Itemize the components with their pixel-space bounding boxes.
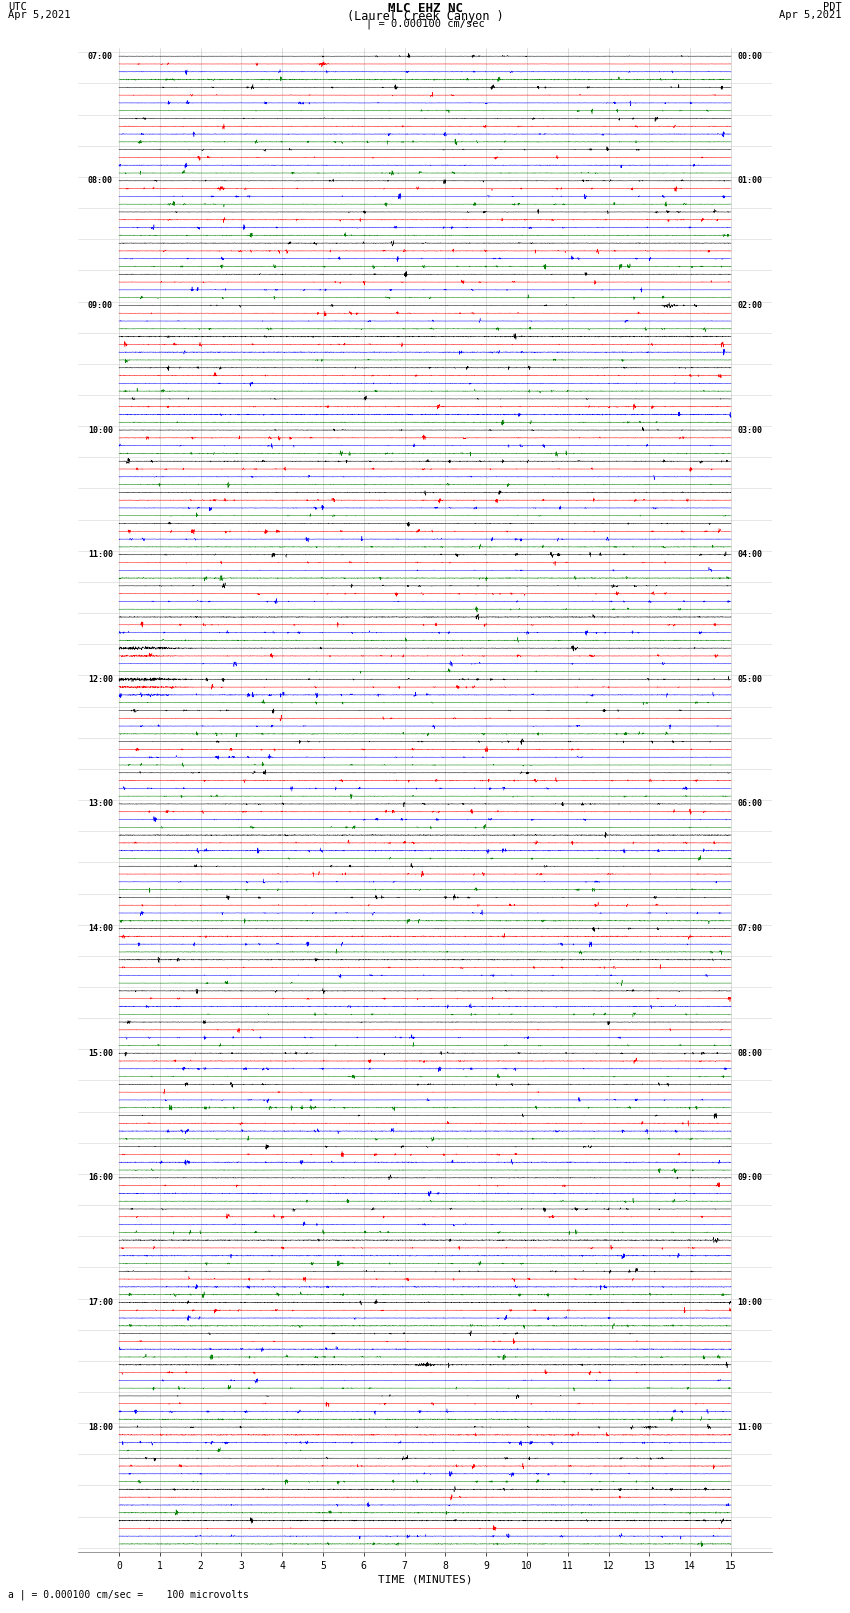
Text: 06:00: 06:00 — [737, 800, 762, 808]
Text: 03:00: 03:00 — [737, 426, 762, 434]
Text: 16:00: 16:00 — [88, 1173, 113, 1182]
Text: PDT: PDT — [823, 2, 842, 11]
Text: 14:00: 14:00 — [88, 924, 113, 932]
Text: 11:00: 11:00 — [88, 550, 113, 560]
Text: (Laurel Creek Canyon ): (Laurel Creek Canyon ) — [347, 11, 503, 24]
Text: 09:00: 09:00 — [737, 1173, 762, 1182]
Text: 12:00: 12:00 — [88, 674, 113, 684]
Text: 00:00: 00:00 — [737, 52, 762, 61]
X-axis label: TIME (MINUTES): TIME (MINUTES) — [377, 1574, 473, 1586]
Text: 07:00: 07:00 — [88, 52, 113, 61]
Text: 05:00: 05:00 — [737, 674, 762, 684]
Text: 11:00: 11:00 — [737, 1423, 762, 1432]
Text: a | = 0.000100 cm/sec =    100 microvolts: a | = 0.000100 cm/sec = 100 microvolts — [8, 1589, 249, 1600]
Text: 09:00: 09:00 — [88, 302, 113, 310]
Text: 10:00: 10:00 — [88, 426, 113, 434]
Text: 07:00: 07:00 — [737, 924, 762, 932]
Text: 10:00: 10:00 — [737, 1298, 762, 1307]
Text: 02:00: 02:00 — [737, 302, 762, 310]
Text: 08:00: 08:00 — [737, 1048, 762, 1058]
Text: 08:00: 08:00 — [88, 176, 113, 185]
Text: Apr 5,2021: Apr 5,2021 — [8, 10, 71, 19]
Text: Apr 5,2021: Apr 5,2021 — [779, 10, 842, 19]
Text: 01:00: 01:00 — [737, 176, 762, 185]
Text: | = 0.000100 cm/sec: | = 0.000100 cm/sec — [366, 18, 484, 29]
Text: 04:00: 04:00 — [737, 550, 762, 560]
Text: UTC: UTC — [8, 2, 27, 11]
Text: 18:00: 18:00 — [88, 1423, 113, 1432]
Text: MLC EHZ NC: MLC EHZ NC — [388, 3, 462, 16]
Text: 15:00: 15:00 — [88, 1048, 113, 1058]
Text: 13:00: 13:00 — [88, 800, 113, 808]
Text: 17:00: 17:00 — [88, 1298, 113, 1307]
